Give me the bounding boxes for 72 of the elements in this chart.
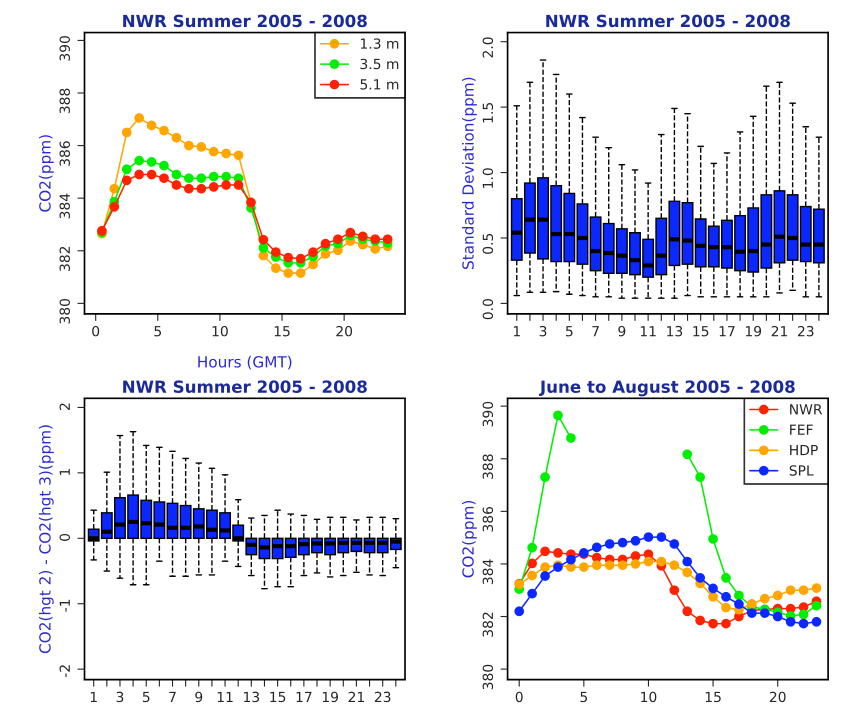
- y-tick-label: 386: [60, 141, 70, 166]
- x-tick-label: 1: [514, 326, 520, 336]
- x-tick-label: 7: [169, 692, 176, 702]
- y-axis-title: CO2(hgt 2) - CO2(hgt 3)(ppm): [38, 425, 54, 654]
- x-tick-label: 20: [336, 326, 352, 336]
- y-axis-title: CO2(ppm): [462, 500, 477, 578]
- legend-label: NWR: [790, 404, 822, 414]
- x-tick-label: 21: [348, 692, 364, 702]
- legend-label: 3.5 m: [360, 58, 398, 70]
- y-tick-label: 390: [60, 36, 70, 61]
- x-tick-label: 13: [667, 326, 682, 336]
- x-tick-label: 1: [90, 692, 97, 702]
- y-tick-label: 380: [482, 664, 494, 690]
- y-tick-label: 0.5: [482, 234, 494, 254]
- legend-label: SPL: [790, 465, 814, 476]
- y-tick-label: 388: [60, 88, 70, 114]
- x-tick-label: 15: [693, 326, 708, 336]
- y-tick-label: -1: [60, 600, 70, 612]
- legend-label: FEF: [790, 424, 813, 435]
- legend-label: 1.3 m: [360, 38, 398, 49]
- x-tick-label: 9: [195, 692, 202, 702]
- x-tick-label: 5: [154, 326, 161, 336]
- x-tick-label: 17: [720, 326, 735, 336]
- y-tick-label: 382: [482, 612, 494, 637]
- y-tick-label: 2: [60, 404, 70, 410]
- x-tick-label: 3: [116, 692, 124, 702]
- x-tick-label: 13: [244, 692, 260, 702]
- x-tick-label: 5: [142, 692, 150, 702]
- chart-title: NWR Summer 2005 - 2008: [123, 380, 367, 393]
- y-tick-label: 384: [482, 559, 494, 584]
- x-tick-label: 21: [772, 326, 788, 336]
- x-tick-label: 20: [770, 692, 786, 702]
- y-tick-label: 380: [60, 299, 70, 324]
- x-tick-label: 15: [270, 692, 286, 702]
- y-axis-title: CO2(ppm): [38, 135, 54, 212]
- x-tick-label: 15: [706, 692, 721, 702]
- x-tick-label: 11: [640, 326, 656, 336]
- y-axis-title: Standard Deviation(ppm): [462, 78, 477, 270]
- x-tick-label: 15: [274, 326, 290, 336]
- y-tick-label: 0.0: [482, 299, 494, 320]
- x-tick-label: 19: [746, 326, 762, 336]
- y-tick-label: 1: [60, 468, 70, 475]
- x-tick-label: 23: [798, 326, 814, 336]
- x-tick-label: 9: [618, 326, 626, 336]
- y-tick-label: 388: [482, 454, 494, 479]
- x-tick-label: 23: [374, 692, 390, 702]
- y-tick-label: 382: [60, 246, 70, 271]
- chart-title: June to August 2005 - 2008: [539, 380, 795, 396]
- y-tick-label: 1.5: [482, 103, 494, 122]
- x-tick-label: 5: [580, 692, 588, 702]
- chart-title: NWR Summer 2005 - 2008: [123, 14, 367, 28]
- x-tick-label: 10: [641, 692, 656, 702]
- y-tick-label: 390: [482, 402, 494, 426]
- x-tick-label: 17: [296, 692, 312, 702]
- y-tick-label: 0: [60, 534, 70, 541]
- y-tick-label: 2.0: [482, 37, 494, 58]
- legend-label: HDP: [790, 445, 818, 456]
- x-tick-label: 11: [218, 692, 233, 702]
- y-tick-label: 384: [60, 194, 70, 218]
- x-tick-label: 0: [516, 692, 523, 702]
- chart-title: NWR Summer 2005 - 2008: [546, 14, 790, 28]
- x-tick-label: 3: [540, 326, 546, 336]
- x-axis-title: Hours (GMT): [198, 356, 292, 370]
- x-tick-label: 0: [92, 326, 100, 336]
- y-tick-label: -2: [60, 665, 70, 678]
- y-tick-label: 386: [482, 506, 494, 532]
- legend-label: 5.1 m: [360, 79, 398, 90]
- x-tick-label: 10: [212, 326, 228, 336]
- x-tick-label: 19: [322, 692, 338, 702]
- x-tick-label: 7: [592, 326, 599, 336]
- x-tick-label: 5: [566, 326, 573, 336]
- y-tick-label: 1.0: [482, 168, 494, 188]
